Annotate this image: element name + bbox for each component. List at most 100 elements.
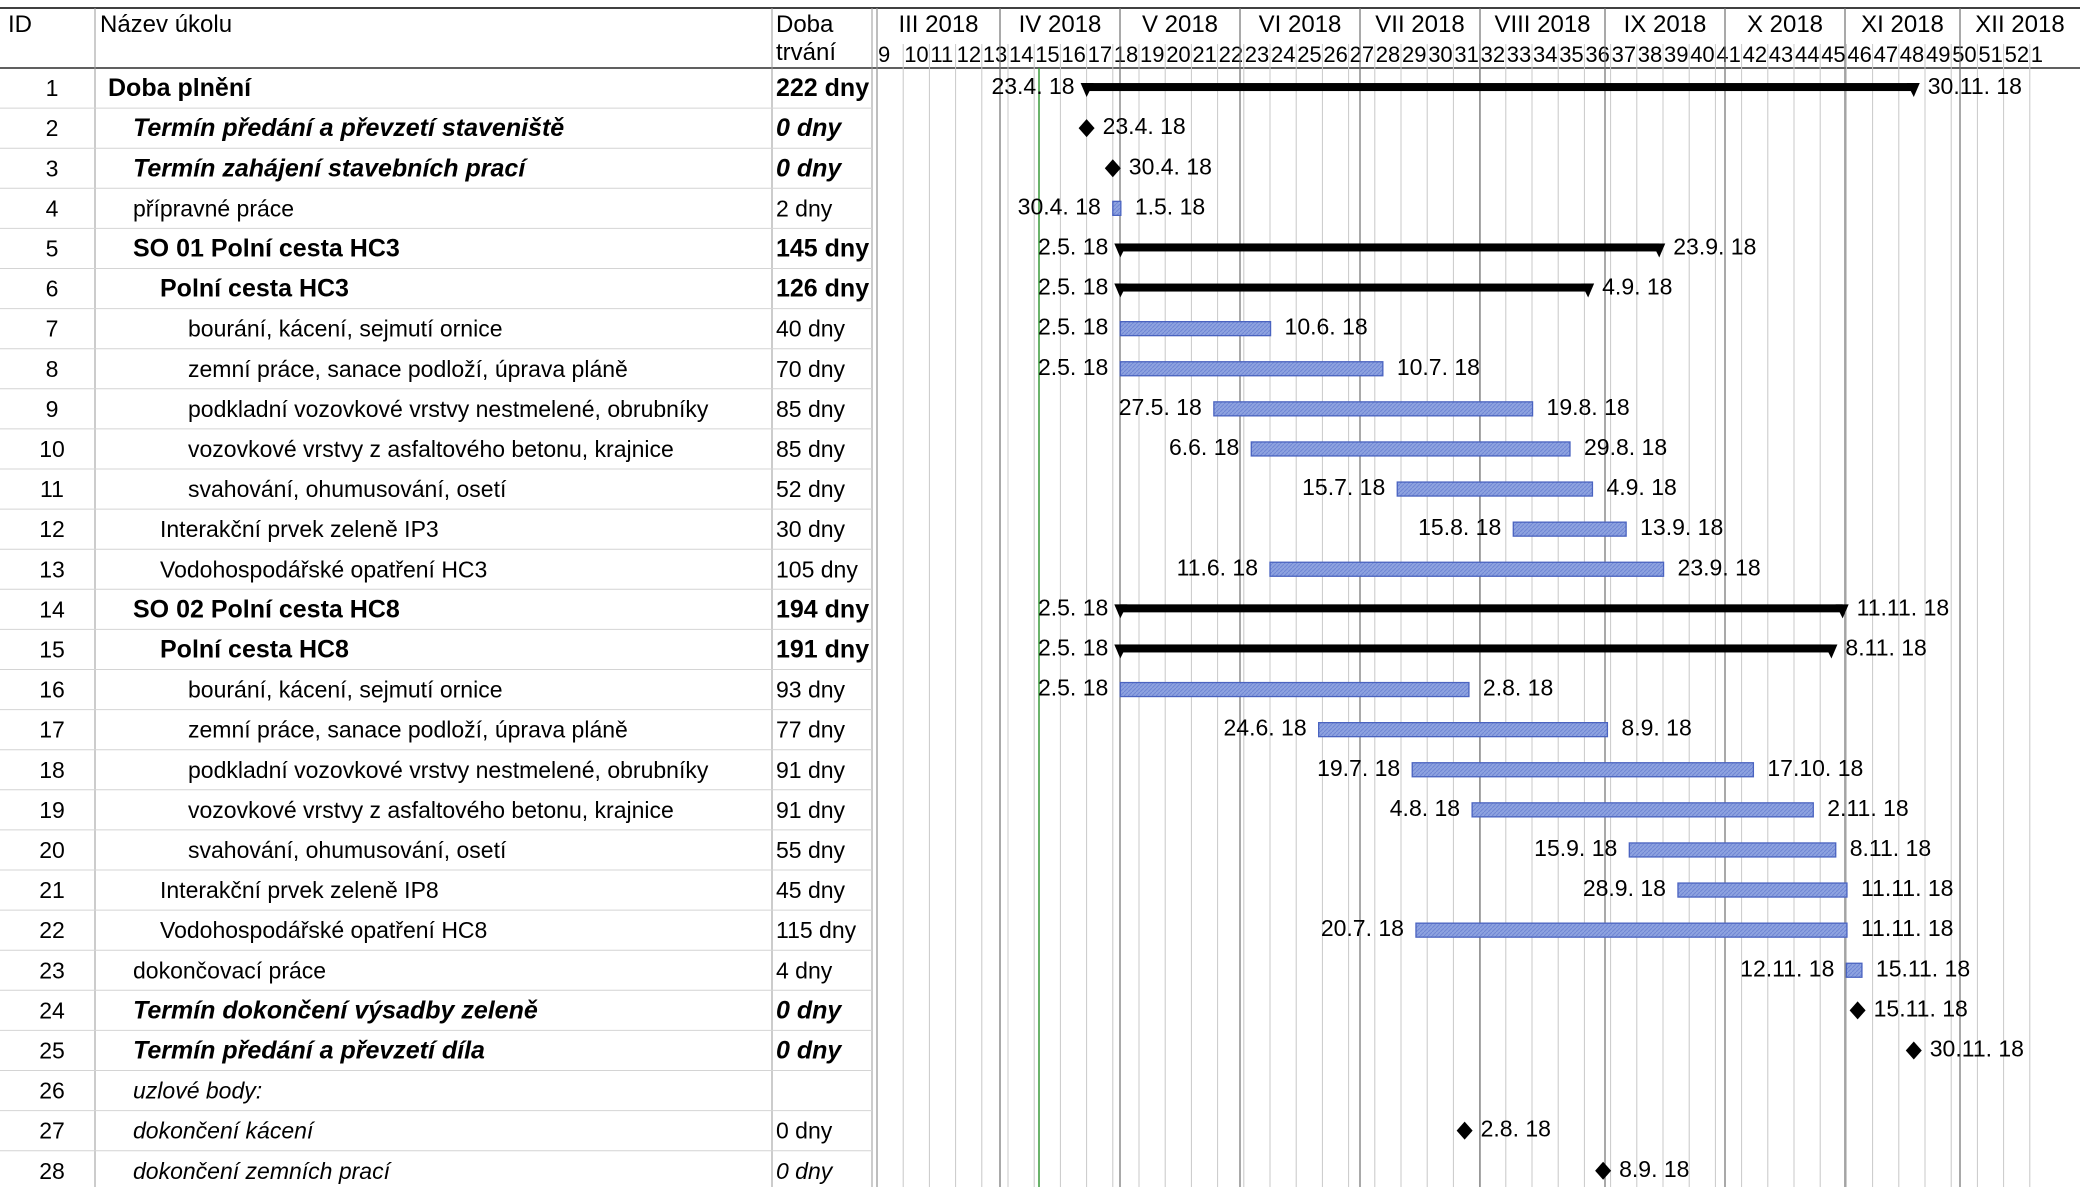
task-duration: 91 dny [776,797,846,823]
task-bar[interactable] [1213,401,1534,417]
task-duration: 194 dny [776,595,869,623]
task-name: bourání, kácení, sejmutí ornice [188,316,503,342]
task-bar[interactable] [1119,361,1384,377]
milestone-marker[interactable] [1595,1161,1612,1180]
table-row[interactable]: 10 vozovkové vrstvy z asfaltového betonu,… [39,436,845,462]
milestone-marker[interactable] [1078,119,1095,138]
row-id: 21 [39,877,65,903]
milestone-marker[interactable] [1905,1041,1922,1060]
table-row[interactable]: 23 dokončovací práce 4 dny [39,957,833,983]
table-row[interactable]: 24 Termín dokončení výsadby zeleně 0 dny [39,996,842,1024]
row-id: 18 [39,757,65,783]
summary-bar[interactable] [1120,604,1843,613]
bar-start-label: 11.6. 18 [1177,554,1258,580]
table-row[interactable]: 20 svahování, ohumusování, osetí 55 dny [39,837,845,863]
task-bar[interactable] [1318,722,1609,738]
task-name: SO 01 Polní cesta HC3 [133,234,400,262]
summary-start-cap [1114,644,1128,659]
task-duration: 4 dny [776,957,833,983]
row-id: 23 [39,957,65,983]
table-row[interactable]: 21 Interakční prvek zeleně IP8 45 dny [39,877,845,903]
task-bar[interactable] [1119,320,1272,337]
table-row[interactable]: 19 vozovkové vrstvy z asfaltového betonu,… [39,797,845,823]
task-name: SO 02 Polní cesta HC8 [133,595,400,623]
task-bar[interactable] [1112,200,1122,217]
summary-bar[interactable] [1086,83,1914,92]
table-row[interactable]: 16 bourání, kácení, sejmutí ornice 93 dny [39,677,845,703]
table-row[interactable]: 1 Doba plnění 222 dny [46,74,870,102]
table-row[interactable]: 15 Polní cesta HC8 191 dny [39,635,869,663]
row-id: 8 [46,356,59,382]
task-duration: 0 dny [776,114,842,142]
table-row[interactable]: 13 Vodohospodářské opatření HC3 105 dny [39,556,858,582]
summary-end-cap [1652,243,1666,258]
table-row[interactable]: 3 Termín zahájení stavebních prací 0 dny [46,154,843,182]
table-row[interactable]: 26 uzlové body: [39,1078,262,1104]
summary-bar[interactable] [1120,644,1832,653]
task-name: Vodohospodářské opatření HC3 [160,556,487,582]
table-row[interactable]: 9 podkladní vozovkové vrstvy nestmelené, … [46,396,846,422]
milestone-marker[interactable] [1104,159,1121,178]
bar-end-label: 1.5. 18 [1135,193,1205,219]
table-row[interactable]: 14 SO 02 Polní cesta HC8 194 dny [39,595,869,623]
task-bar[interactable] [1396,481,1594,497]
table-row[interactable]: 11 svahování, ohumusování, osetí 52 dny [40,476,846,502]
task-bar[interactable] [1415,922,1848,938]
table-row[interactable]: 8 zemní práce, sanace podloží, úprava plá… [46,356,846,382]
row-id: 5 [46,235,59,261]
milestone-marker[interactable] [1849,1001,1866,1020]
row-id: 22 [39,917,65,943]
table-row[interactable]: 7 bourání, kácení, sejmutí ornice 40 dny [46,316,846,342]
task-bar[interactable] [1411,762,1755,778]
bar-end-label: 23.9. 18 [1673,233,1756,259]
table-row[interactable]: 25 Termín předání a převzetí díla 0 dny [39,1036,842,1064]
row-id: 24 [39,997,65,1023]
milestone-marker[interactable] [1456,1121,1473,1140]
summary-end-cap [1824,644,1838,659]
table-row[interactable]: 5 SO 01 Polní cesta HC3 145 dny [46,234,870,262]
week-tick-label: 49 [1926,42,1950,67]
table-row[interactable]: 18 podkladní vozovkové vrstvy nestmelené,… [39,757,845,783]
task-bar[interactable] [1471,802,1814,818]
task-bar[interactable] [1628,842,1837,858]
row-id: 2 [46,115,59,141]
task-bar[interactable] [1250,441,1571,457]
bar-end-label: 8.11. 18 [1845,634,1926,660]
row-id: 3 [46,155,59,181]
row-id: 9 [46,396,59,422]
task-bar[interactable] [1119,681,1470,698]
task-bar[interactable] [1845,962,1863,978]
task-name: uzlové body: [133,1078,262,1104]
summary-bar[interactable] [1120,283,1589,292]
bar-start-label: 6.6. 18 [1169,434,1239,460]
table-row[interactable]: 27 dokončení kácení 0 dny [39,1118,833,1144]
week-tick-label: 16 [1061,42,1085,67]
bar-end-label: 11.11. 18 [1861,875,1954,901]
week-tick-label: 52 [2005,42,2029,67]
task-duration: 91 dny [776,757,846,783]
bar-start-label: 19.7. 18 [1317,755,1400,781]
table-row[interactable]: 12 Interakční prvek zeleně IP3 30 dny [39,516,845,542]
task-bar[interactable] [1512,521,1627,537]
table-row[interactable]: 6 Polní cesta HC3 126 dny [46,275,870,303]
week-tick-label: 43 [1769,42,1793,67]
task-duration: 0 dny [776,1036,842,1064]
table-row[interactable]: 2 Termín předání a převzetí staveniště 0 d… [46,114,843,142]
task-bar[interactable] [1269,561,1665,577]
task-name: Termín předání a převzetí díla [133,1036,485,1064]
bar-start-label: 2.5. 18 [1038,354,1108,380]
bar-start-label: 27.5. 18 [1119,394,1202,420]
week-tick-label: 14 [1009,42,1033,67]
table-row[interactable]: 17 zemní práce, sanace podloží, úprava pl… [39,717,845,743]
bar-end-label: 4.9. 18 [1602,274,1672,300]
summary-bar[interactable] [1120,243,1660,252]
table-row[interactable]: 28 dokončení zemních prací 0 dny [39,1158,834,1184]
task-bar[interactable] [1677,882,1848,898]
table-row[interactable]: 4 přípravné práce 2 dny [46,195,833,221]
bar-end-label: 30.4. 18 [1129,153,1212,179]
row-id: 26 [39,1078,65,1104]
row-id: 25 [39,1037,65,1063]
bar-start-label: 24.6. 18 [1224,715,1307,741]
bar-end-label: 30.11. 18 [1928,73,2022,99]
table-row[interactable]: 22 Vodohospodářské opatření HC8 115 dny [39,917,856,943]
